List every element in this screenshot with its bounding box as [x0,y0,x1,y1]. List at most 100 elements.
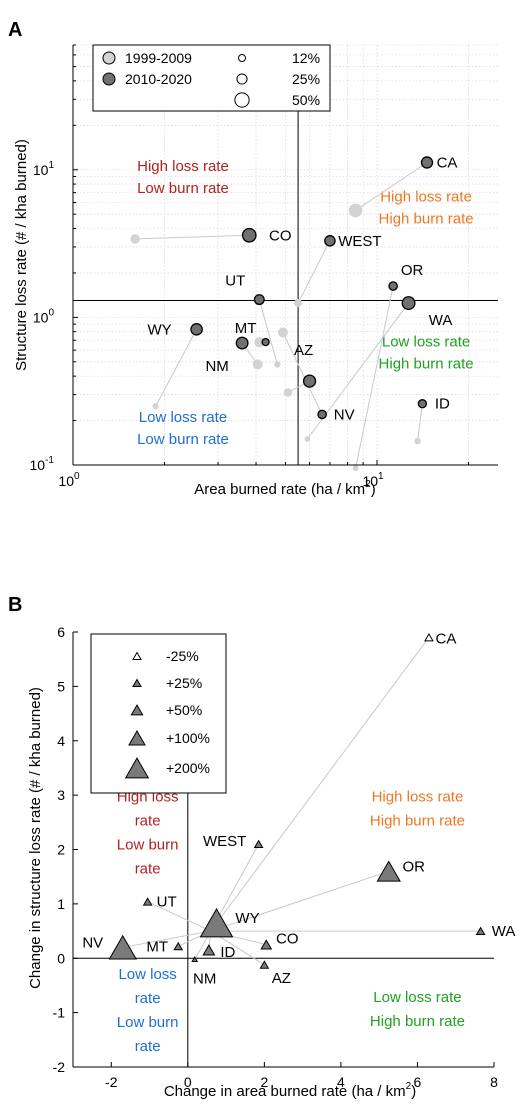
marker-WEST [253,839,264,849]
panel-a-quadrant-labels: High loss rate Low burn rate High loss rat… [137,158,474,448]
y-tick-label-6: 4 [57,733,65,749]
x-tick-label-5: 8 [490,1074,498,1090]
label-NM: NM [205,358,228,375]
label-WA: WA [429,312,453,329]
legend-size-label-2: 50% [292,92,320,108]
connector-CA [355,162,428,211]
connector-OR [210,870,389,932]
x-tick-label-0: -2 [105,1074,118,1090]
point-1999-2009-MT [254,336,265,348]
label-MT: MT [235,320,257,337]
x-tick-label-3: 4 [337,1074,345,1090]
legend-size-label-1: 25% [292,71,320,87]
marker-WA [475,926,486,936]
panel-b-xlabel: Change in area burned rate (ha / km2) [164,1081,416,1100]
legend-size-marker-1 [236,73,248,85]
panel-b-axes: -2 0 2 4 6 8 -2 -1 0 1 2 3 4 5 6 [53,624,499,1090]
panel-a-series-2010-2020 [190,156,434,420]
label-NM: NM [193,970,216,987]
legend-size-marker-2 [234,92,250,108]
marker-MT [173,941,184,951]
panel-b-point-labels: CA WEST OR UT WY WA NV MT ID CO NM AZ [82,630,515,987]
quadrant-label-3: Low loss rate [139,409,227,426]
marker-UT [142,897,153,906]
legend-label-1: 2010-2020 [125,71,192,87]
connector-ID [417,403,423,442]
point-1999-2009-WA [304,436,311,442]
y-tick-label-0: -2 [53,1059,66,1075]
panel-b-markers [108,632,486,969]
legend-marker-4 [124,757,150,779]
legend-label-3: +100% [166,730,210,746]
y-tick-label-7: 5 [57,678,65,694]
panel-b-connectors [122,637,481,966]
y-tick-label-8: 6 [57,624,65,640]
y-tick-label-3: 1 [57,896,65,912]
quadrant-label-3-line2: Low burn rate [137,431,229,448]
quadrant-label-3-0: Low loss rate [373,989,461,1006]
label-CO: CO [276,931,299,948]
label-ID: ID [220,944,235,961]
label-OR: OR [403,858,426,875]
point-1999-2009-CA [348,203,363,218]
legend-label-4: +200% [166,760,210,776]
quadrant-label-2-3: rate [135,1038,161,1055]
quadrant-label-0-2: Low burn [117,837,179,854]
label-WEST: WEST [338,233,381,250]
legend-marker-0 [102,51,116,65]
quadrant-label-2-2: Low burn [117,1014,179,1031]
point-1999-2009-AZ [283,388,293,397]
panel-b-label: B [8,594,22,616]
quadrant-label-2-1: rate [135,990,161,1007]
marker-NV [108,934,138,960]
point-1999-2009-OR [352,465,359,472]
label-NV: NV [334,406,355,423]
quadrant-label-3-1: High burn rate [370,1013,465,1030]
x-tick-label-2: 2 [260,1074,268,1090]
label-WY: WY [148,321,172,338]
point-2010-2020-NV [317,409,327,420]
point-1999-2009-ID [414,437,421,445]
quadrant-label-1: High loss rate [380,188,472,205]
y-tick-label-4: 2 [57,842,65,858]
y-tick-label-1: 100 [33,307,55,325]
legend-marker-2 [130,704,144,716]
y-tick-label-0: 10-1 [30,455,55,473]
point-1999-2009-NM [252,359,263,370]
connector-CO [135,234,250,240]
connector-WEST [297,240,331,304]
quadrant-label-1-0: High loss rate [372,789,464,806]
panel-a-series-1999-2009 [130,203,421,472]
point-2010-2020-WY [190,323,203,336]
legend-marker-1 [132,678,142,687]
panel-a-point-labels: CA CO WEST UT OR WA WY MT NM AZ NV ID [148,154,458,423]
point-2010-2020-WEST [324,235,336,247]
legend-label-0: 1999-2009 [125,50,192,66]
label-OR: OR [401,262,424,279]
point-1999-2009-UT [274,361,281,368]
legend-label-0: -25% [166,648,199,664]
label-MT: MT [146,938,168,955]
panel-a-connectors [135,162,428,469]
y-tick-label-1: -1 [53,1005,66,1021]
label-AZ: AZ [294,342,313,359]
quadrant-label-1-1: High burn rate [370,813,465,830]
connector-CA [210,637,430,932]
marker-CA [424,632,434,642]
label-CA: CA [436,630,457,647]
legend-marker-0 [132,651,142,660]
quadrant-label-1-line2: High burn rate [379,210,474,227]
quadrant-label-2-line2: High burn rate [379,356,474,373]
panel-a-reference-lines [73,100,498,465]
point-2010-2020-MT [261,337,270,347]
x-tick-label-4: 6 [414,1074,422,1090]
quadrant-label-0-line2: Low burn rate [137,180,229,197]
panel-b-ylabel: Change in structure loss rate (# / kha b… [27,687,44,989]
label-UT: UT [157,894,177,911]
x-tick-label-1: 101 [362,471,384,489]
label-NV: NV [82,934,103,951]
